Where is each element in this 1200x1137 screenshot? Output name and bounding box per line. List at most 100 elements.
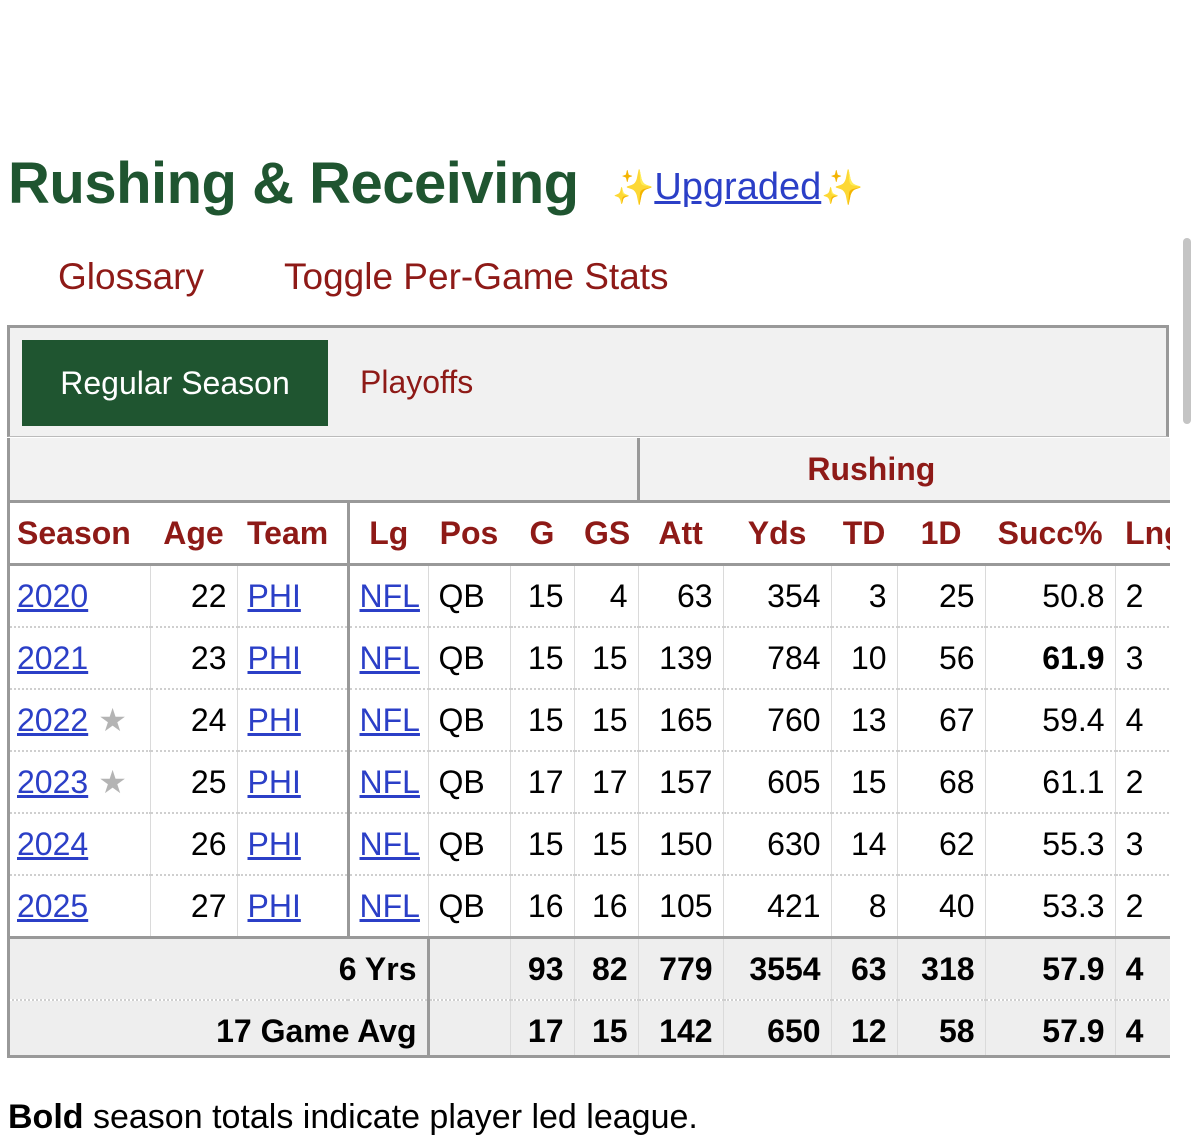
season-link[interactable]: 2024 <box>17 825 89 862</box>
team-cell: PHI <box>237 689 350 752</box>
team-link[interactable]: PHI <box>247 825 301 862</box>
summary-yds-cell: 3554 <box>723 936 832 1001</box>
col-pos[interactable]: Pos <box>428 501 510 566</box>
footnote: Bold season totals indicate player led l… <box>8 1098 698 1137</box>
succ-cell: 53.3 <box>985 875 1116 939</box>
table-row: 2024 26 PHI NFL QB 15 15 150 630 14 62 55.3 3 <box>7 813 1170 876</box>
glossary-link[interactable]: Glossary <box>58 256 204 297</box>
season-link[interactable]: 2023 <box>17 764 89 800</box>
yds-cell: 630 <box>723 813 832 876</box>
team-link[interactable]: PHI <box>247 887 301 924</box>
season-cell: 2020 <box>7 564 151 628</box>
col-td[interactable]: TD <box>831 501 898 566</box>
summary-td-cell: 12 <box>831 1000 898 1058</box>
season-link[interactable]: 2022 <box>17 702 89 738</box>
toggle-per-game-link[interactable]: Toggle Per-Game Stats <box>284 256 669 297</box>
age-cell: 25 <box>150 751 238 814</box>
td-cell: 10 <box>831 627 898 690</box>
summary-td-cell: 63 <box>831 936 898 1001</box>
league-cell: NFL <box>348 627 429 690</box>
summary-gs-cell: 82 <box>574 936 639 1001</box>
gs-cell: 16 <box>574 875 639 939</box>
upgraded-badge: ✨ Upgraded ✨ <box>612 166 864 209</box>
league-link[interactable]: NFL <box>359 763 420 800</box>
summary-row: 17 Game Avg 17 15 142 650 12 58 57.9 4 <box>7 1000 1170 1058</box>
header-group-rushing: Rushing <box>636 438 1170 503</box>
1d-cell: 67 <box>897 689 986 752</box>
age-cell: 27 <box>150 875 238 939</box>
season-link[interactable]: 2021 <box>17 639 89 676</box>
succ-cell: 50.8 <box>985 564 1116 628</box>
vertical-scrollbar[interactable] <box>1183 238 1191 424</box>
team-cell: PHI <box>237 564 350 628</box>
team-link[interactable]: PHI <box>247 639 301 676</box>
yds-cell: 421 <box>723 875 832 939</box>
team-link[interactable]: PHI <box>247 577 301 614</box>
summary-lng-cell: 4 <box>1115 1000 1170 1058</box>
g-cell: 17 <box>510 751 575 814</box>
col-age[interactable]: Age <box>150 501 237 566</box>
g-cell: 15 <box>510 689 575 752</box>
summary-1d-cell: 58 <box>897 1000 986 1058</box>
summary-succ-cell: 57.9 <box>985 936 1116 1001</box>
att-cell: 150 <box>638 813 724 876</box>
summary-lng-cell: 4 <box>1115 936 1170 1001</box>
yds-cell: 605 <box>723 751 832 814</box>
td-cell: 14 <box>831 813 898 876</box>
1d-cell: 25 <box>897 564 986 628</box>
league-cell: NFL <box>348 813 429 876</box>
pos-cell: QB <box>428 689 511 752</box>
col-gs[interactable]: GS <box>574 501 639 566</box>
pos-cell: QB <box>428 875 511 939</box>
season-link[interactable]: 2020 <box>17 577 89 614</box>
tab-playoffs[interactable]: Playoffs <box>360 364 474 400</box>
lng-cell: 2 <box>1115 751 1170 814</box>
col-att[interactable]: Att <box>638 501 724 566</box>
upgraded-link[interactable]: Upgraded <box>654 166 822 208</box>
league-link[interactable]: NFL <box>359 825 420 862</box>
pro-bowl-star-icon: ★ <box>98 702 127 738</box>
col-lng[interactable]: Lng <box>1115 501 1170 566</box>
1d-cell: 62 <box>897 813 986 876</box>
col-g[interactable]: G <box>510 501 574 566</box>
succ-cell: 55.3 <box>985 813 1116 876</box>
team-cell: PHI <box>237 875 350 939</box>
td-cell: 8 <box>831 875 898 939</box>
header-group-blank <box>7 438 639 503</box>
lng-cell: 3 <box>1115 813 1170 876</box>
team-cell: PHI <box>237 751 350 814</box>
season-cell: 2022 ★ <box>7 689 151 752</box>
league-cell: NFL <box>348 751 429 814</box>
age-cell: 23 <box>150 627 238 690</box>
succ-cell: 59.4 <box>985 689 1116 752</box>
col-yds[interactable]: Yds <box>723 501 832 566</box>
tab-regular-season[interactable]: Regular Season <box>22 340 328 426</box>
header-row: Season Age Team Lg Pos G GS Att Yds TD 1… <box>7 501 1170 566</box>
season-link[interactable]: 2025 <box>17 887 89 924</box>
col-lg[interactable]: Lg <box>348 501 428 566</box>
summary-gs-cell: 15 <box>574 1000 639 1058</box>
league-link[interactable]: NFL <box>359 887 420 924</box>
team-link[interactable]: PHI <box>247 701 301 738</box>
league-link[interactable]: NFL <box>359 577 420 614</box>
team-link[interactable]: PHI <box>247 763 301 800</box>
gs-cell: 15 <box>574 689 639 752</box>
1d-cell: 40 <box>897 875 986 939</box>
league-cell: NFL <box>348 564 429 628</box>
succ-cell: 61.1 <box>985 751 1116 814</box>
summary-g-cell: 17 <box>510 1000 575 1058</box>
header-group-row: Rushing <box>7 438 1170 503</box>
league-link[interactable]: NFL <box>359 701 420 738</box>
yds-cell: 354 <box>723 564 832 628</box>
summary-att-cell: 779 <box>638 936 724 1001</box>
league-link[interactable]: NFL <box>359 639 420 676</box>
col-1d[interactable]: 1D <box>897 501 986 566</box>
col-season[interactable]: Season <box>7 501 150 566</box>
summary-g-cell: 93 <box>510 936 575 1001</box>
age-cell: 22 <box>150 564 238 628</box>
g-cell: 15 <box>510 813 575 876</box>
col-succ[interactable]: Succ% <box>985 501 1116 566</box>
gs-cell: 4 <box>574 564 639 628</box>
col-team[interactable]: Team <box>237 501 350 566</box>
att-cell: 105 <box>638 875 724 939</box>
